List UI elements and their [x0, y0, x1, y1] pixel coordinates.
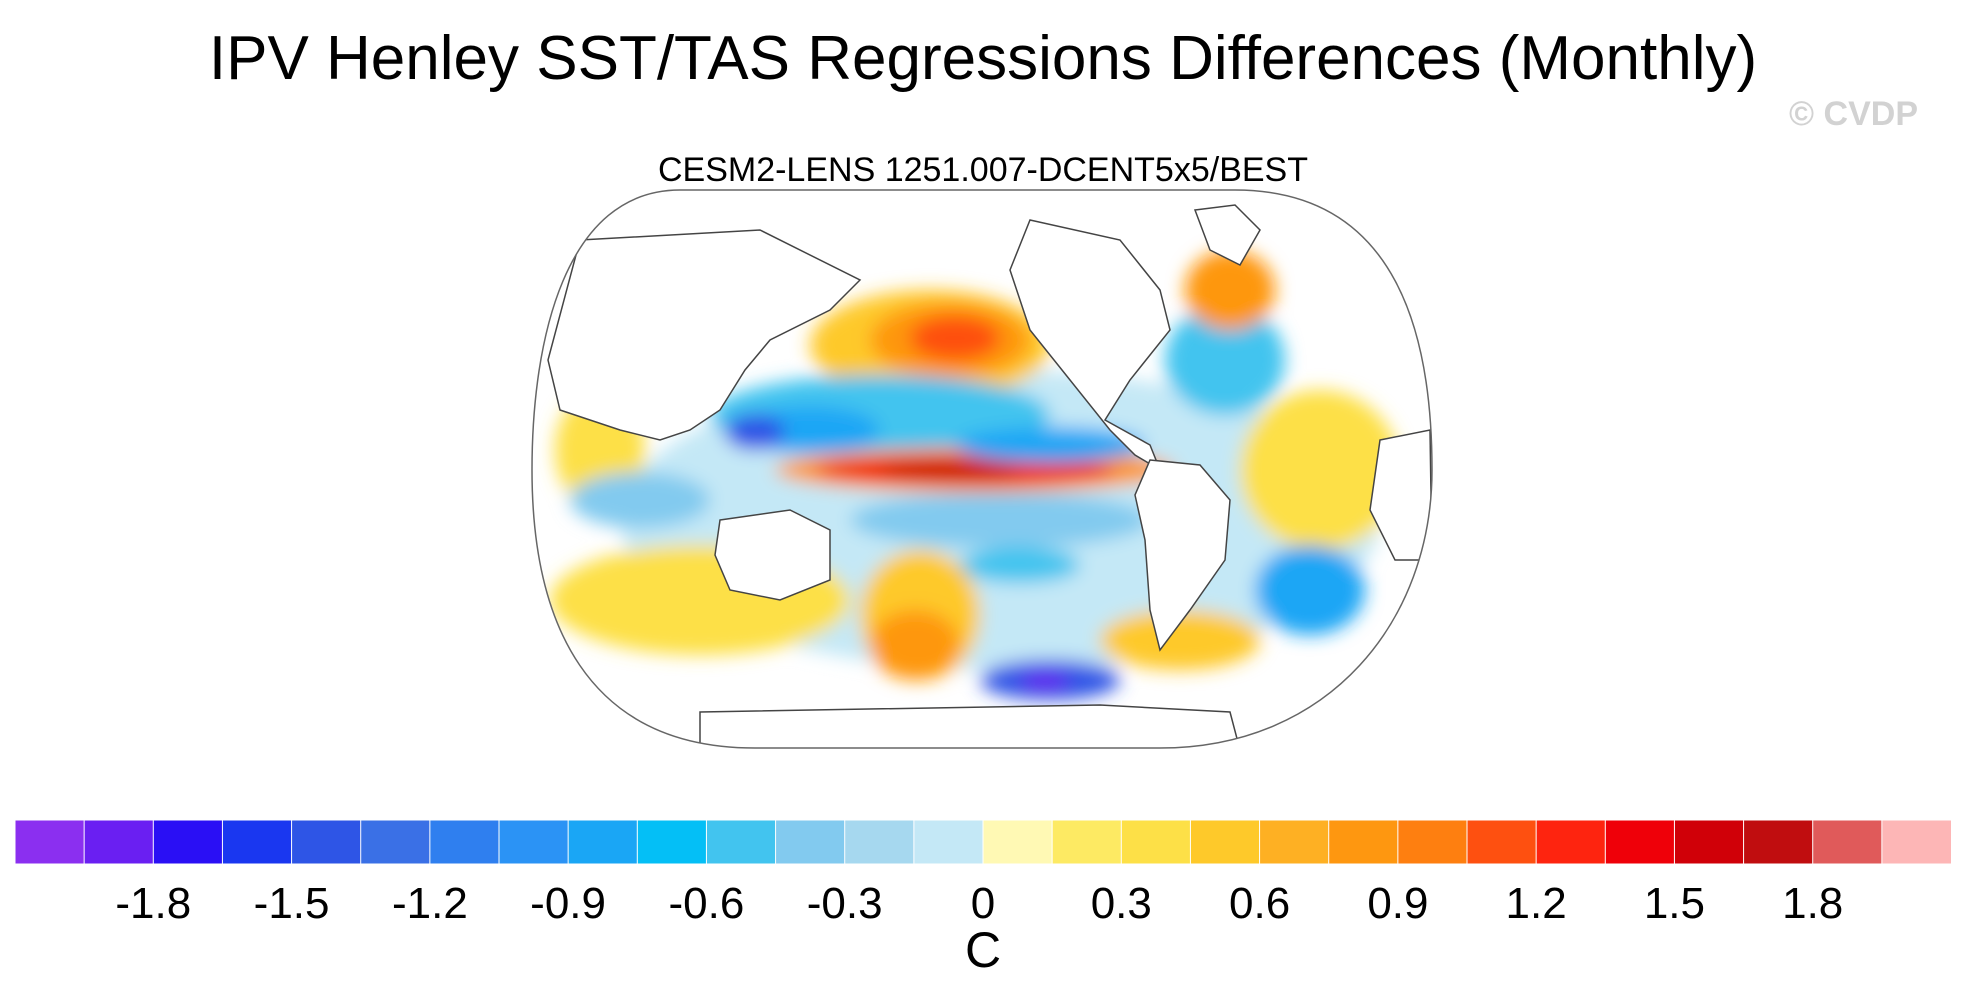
anomaly-patch [570, 472, 710, 528]
colorbar-units-label: C [964, 922, 1002, 978]
watermark: © CVDP [1789, 95, 1918, 133]
colorbar-box [429, 819, 500, 865]
anomaly-patch [880, 462, 1020, 478]
colorbar-box [1604, 819, 1676, 865]
colorbar-box [567, 819, 639, 865]
land-greenland [1193, 204, 1261, 266]
colorbar-tick-label: 1.2 [1506, 879, 1567, 928]
colorbar-tick-label: -1.2 [392, 879, 468, 928]
colorbar-box [1466, 819, 1538, 865]
colorbar-box [775, 819, 846, 865]
anomaly-patch [1165, 305, 1285, 415]
colorbar-box [291, 819, 362, 865]
anomaly-patch [1100, 610, 1260, 670]
land-masses [547, 204, 1432, 748]
colorbar-tick-label: -1.8 [115, 879, 191, 928]
land-south-america [1134, 459, 1231, 652]
colorbar-tick-labels: -1.8 -1.5 -1.2 -0.9 -0.6 -0.3 0 0.3 0.6 0.9 1.2 1.5… [115, 879, 1843, 928]
colorbar-tick-label: -1.5 [254, 879, 330, 928]
colorbar-box [1743, 819, 1814, 865]
land-north-america [1009, 219, 1171, 472]
colorbar-tick-label: 0.6 [1229, 879, 1290, 928]
anomaly-patch [850, 492, 1150, 548]
colorbar-tick-label: 0 [971, 879, 995, 928]
colorbar-box [1535, 819, 1607, 865]
colorbar-box [498, 819, 570, 865]
colorbar-tick-label: -0.3 [807, 879, 883, 928]
colorbar-box [1051, 819, 1123, 865]
colorbar-box [913, 819, 984, 865]
land-australia [714, 509, 831, 601]
colorbar-box [1881, 819, 1952, 865]
land-africa [1369, 429, 1432, 561]
colorbar-box [221, 819, 293, 865]
anomaly-patch [1255, 545, 1365, 635]
globe-outline [531, 189, 1433, 749]
colorbar-box [705, 819, 777, 865]
colorbar-box [14, 819, 86, 865]
colorbar-box [83, 819, 155, 865]
colorbar-box [1397, 819, 1468, 865]
colorbar-box [1673, 819, 1745, 865]
anomaly-patch [725, 414, 785, 450]
colorbar-box [1328, 819, 1399, 865]
colorbar-tick-label: 1.8 [1782, 879, 1843, 928]
anomaly-patch [955, 427, 1145, 463]
colorbar-boxes [14, 819, 1952, 865]
colorbar-tick-label: 0.3 [1091, 879, 1152, 928]
main-title: IPV Henley SST/TAS Regressions Differenc… [208, 24, 1758, 93]
colorbar-tick-label: 1.5 [1644, 879, 1705, 928]
anomaly-patch [1185, 250, 1275, 330]
colorbar-tick-label: -0.9 [530, 879, 606, 928]
anomaly-patch [1240, 390, 1400, 550]
colorbar-box [1189, 819, 1261, 865]
map-field [532, 190, 1432, 748]
colorbar-tick-label: 0.9 [1367, 879, 1428, 928]
colorbar-box [982, 819, 1054, 865]
anomaly-patch [1020, 672, 1070, 688]
colorbar-box [152, 819, 224, 865]
anomaly-patch [960, 547, 1080, 583]
colorbar-box [1812, 819, 1883, 865]
colorbar-box [636, 819, 708, 865]
colorbar-box [1120, 819, 1192, 865]
anomaly-patch [870, 610, 960, 680]
land-eurasia [547, 229, 862, 441]
colorbar-box [1259, 819, 1330, 865]
panel-title: CESM2-LENS 1251.007-DCENT5x5/BEST [657, 151, 1309, 189]
colorbar-box [844, 819, 915, 865]
anomaly-patch [910, 316, 1000, 360]
colorbar-tick-label: -0.6 [668, 879, 744, 928]
colorbar-box [360, 819, 431, 865]
